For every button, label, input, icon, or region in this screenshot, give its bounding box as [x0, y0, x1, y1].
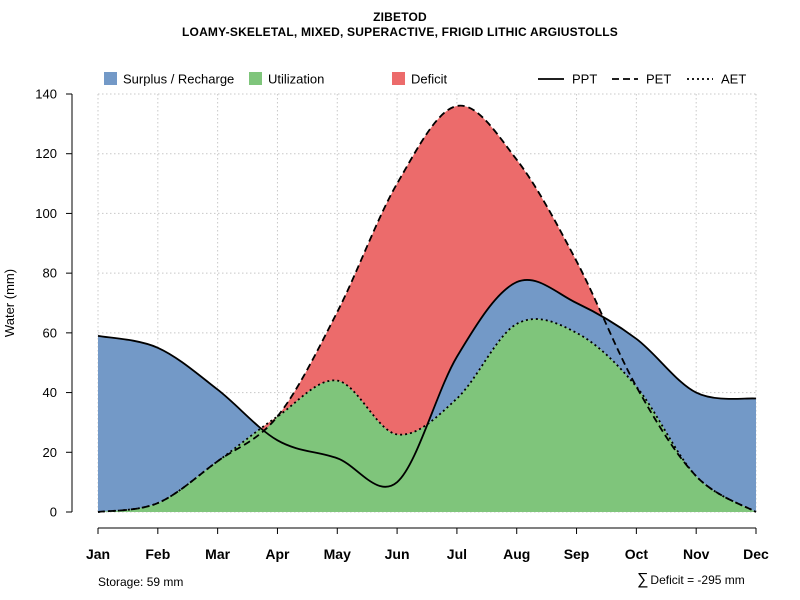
x-tick-label-sep: Sep — [564, 546, 590, 562]
y-tick-label: 20 — [43, 445, 57, 460]
legend-label: PPT — [572, 72, 597, 87]
surplus-recharge-area — [98, 279, 756, 512]
y-tick-label: 0 — [50, 505, 57, 520]
deficit-note: ∑ Deficit = -295 mm — [637, 571, 745, 589]
legend-label: Utilization — [268, 72, 324, 87]
x-tick-label-may: May — [324, 546, 351, 562]
y-tick-label: 60 — [43, 325, 57, 340]
x-tick-label-mar: Mar — [205, 546, 230, 562]
utilization-area — [98, 319, 756, 512]
pet-line — [97, 104, 757, 513]
deficit-area — [98, 105, 756, 487]
x-tick-label-apr: Apr — [265, 546, 290, 562]
y-tick-label: 100 — [35, 206, 57, 221]
y-tick-label: 120 — [35, 146, 57, 161]
y-tick-label: 40 — [43, 385, 57, 400]
ppt-line — [97, 279, 757, 488]
legend-swatch-utilization — [249, 72, 262, 85]
x-tick-label-nov: Nov — [683, 546, 710, 562]
x-tick-label-aug: Aug — [503, 546, 530, 562]
x-tick-label-oct: Oct — [625, 546, 649, 562]
legend-label: AET — [721, 72, 746, 87]
x-tick-label-dec: Dec — [743, 546, 769, 562]
y-axis-label: Water (mm) — [2, 269, 17, 337]
legend-swatch-deficit — [392, 72, 405, 85]
chart-title: ZIBETOD — [373, 10, 427, 24]
deficit-text: Deficit = -295 mm — [650, 573, 745, 587]
legend-swatch-surplus-recharge — [104, 72, 117, 85]
x-tick-label-jul: Jul — [447, 546, 467, 562]
legend-label: PET — [646, 72, 671, 87]
aet-line — [97, 318, 757, 513]
y-tick-label: 80 — [43, 266, 57, 281]
legend-label: Deficit — [411, 72, 448, 87]
y-tick-label: 140 — [35, 87, 57, 102]
chart-subtitle: LOAMY-SKELETAL, MIXED, SUPERACTIVE, FRIG… — [182, 25, 618, 39]
x-tick-label-jun: Jun — [385, 546, 410, 562]
x-tick-label-jan: Jan — [86, 546, 110, 562]
x-tick-label-feb: Feb — [145, 546, 170, 562]
legend-label: Surplus / Recharge — [123, 72, 234, 87]
storage-note: Storage: 59 mm — [98, 575, 184, 589]
sum-symbol: ∑ — [637, 571, 649, 588]
